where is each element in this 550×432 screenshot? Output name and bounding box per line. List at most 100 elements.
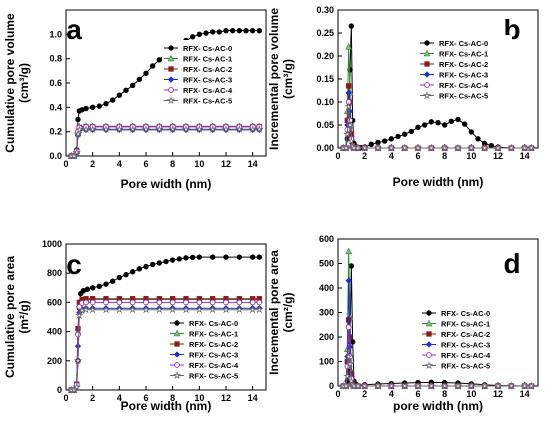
data-point bbox=[243, 27, 249, 34]
data-point bbox=[209, 254, 216, 260]
data-point bbox=[169, 257, 176, 263]
data-point bbox=[343, 129, 352, 138]
data-point bbox=[341, 381, 351, 390]
legend-marker bbox=[423, 49, 431, 57]
data-point bbox=[413, 381, 423, 390]
data-point bbox=[116, 274, 123, 281]
x-tick-label: 12 bbox=[221, 393, 231, 403]
legend-marker bbox=[426, 352, 432, 358]
data-point bbox=[256, 299, 263, 306]
legend-marker bbox=[425, 341, 433, 348]
y-tick-label: 1.0 bbox=[49, 29, 62, 39]
x-tick-label: 10 bbox=[466, 151, 476, 161]
data-point bbox=[347, 67, 353, 73]
legend-marker bbox=[167, 54, 175, 62]
y-axis-label-line-1: Incremental pore area bbox=[267, 250, 281, 375]
data-point bbox=[69, 151, 79, 160]
legend-label: RFX- Cs-AC-1 bbox=[183, 54, 232, 63]
y-tick-label: 600 bbox=[319, 234, 334, 244]
data-point bbox=[488, 143, 495, 149]
y-tick-label: 0.25 bbox=[316, 28, 334, 38]
legend-box bbox=[162, 40, 256, 109]
data-point bbox=[208, 305, 217, 314]
data-point bbox=[169, 299, 176, 306]
data-point bbox=[83, 299, 89, 306]
plot-frame bbox=[65, 243, 267, 391]
legend-marker bbox=[167, 76, 175, 83]
data-point bbox=[453, 381, 463, 390]
data-point bbox=[189, 34, 196, 40]
legend-label: RFX- Cs-AC-2 bbox=[183, 65, 232, 74]
data-point bbox=[387, 143, 396, 152]
data-point bbox=[181, 305, 191, 314]
legend-marker bbox=[172, 370, 182, 380]
legend-label: RFX- Cs-AC-3 bbox=[183, 75, 232, 84]
y-tick-label: 0.2 bbox=[49, 127, 62, 137]
data-point bbox=[72, 382, 81, 391]
data-point bbox=[203, 30, 209, 36]
data-point bbox=[81, 305, 91, 314]
data-point bbox=[346, 317, 352, 323]
data-point bbox=[400, 143, 409, 152]
data-point bbox=[189, 254, 196, 261]
y-axis-label: Cumulative pore volume (cm³/g) bbox=[3, 13, 31, 153]
data-point bbox=[413, 143, 423, 152]
data-point bbox=[441, 122, 448, 128]
data-point bbox=[348, 23, 355, 29]
series-5 bbox=[339, 102, 536, 152]
data-point bbox=[75, 116, 81, 123]
y-tick-label: 0.4 bbox=[49, 102, 62, 112]
x-tick-label: 14 bbox=[248, 159, 258, 169]
data-point bbox=[368, 141, 375, 148]
data-point bbox=[208, 124, 217, 133]
data-point bbox=[373, 381, 383, 390]
data-point bbox=[346, 83, 352, 89]
data-point bbox=[455, 116, 461, 123]
y-tick-label: 800 bbox=[47, 268, 62, 278]
x-tick-label: 0 bbox=[63, 159, 68, 169]
data-point bbox=[381, 138, 388, 144]
chart-panel-d: 0 2 4 6 8 10 12 14 0 100 200 300 400 500 600 pore width… bbox=[267, 234, 539, 413]
data-point bbox=[89, 285, 96, 291]
x-tick-label: 2 bbox=[362, 151, 367, 161]
data-point bbox=[347, 376, 356, 385]
data-point bbox=[480, 143, 489, 152]
data-point bbox=[440, 381, 449, 390]
data-point bbox=[256, 254, 263, 260]
data-point bbox=[255, 124, 264, 133]
series-0 bbox=[68, 254, 263, 393]
data-point bbox=[343, 371, 352, 380]
data-point bbox=[345, 277, 352, 284]
data-point bbox=[344, 102, 353, 111]
data-point bbox=[235, 305, 244, 314]
x-tick-label: 8 bbox=[170, 159, 175, 169]
data-point bbox=[116, 299, 123, 306]
y-tick-label: 0.8 bbox=[49, 54, 62, 64]
data-point bbox=[467, 381, 476, 390]
legend-label: RFX- Cs-AC-1 bbox=[189, 329, 238, 338]
y-tick-label: 0.05 bbox=[316, 120, 334, 130]
panel-letter: d bbox=[503, 248, 520, 279]
data-point bbox=[248, 124, 257, 133]
x-axis-label: Pore width (nm) bbox=[121, 177, 212, 191]
data-point bbox=[249, 299, 256, 306]
y-tick-label: 400 bbox=[319, 283, 334, 293]
y-axis-label-line-2: (cm²/g) bbox=[281, 293, 295, 333]
data-point bbox=[195, 305, 204, 314]
data-point bbox=[96, 283, 103, 290]
x-tick-label: 6 bbox=[415, 389, 420, 399]
legend-marker bbox=[422, 90, 432, 100]
x-tick-label: 6 bbox=[143, 159, 148, 169]
data-point bbox=[255, 305, 264, 314]
data-point bbox=[183, 299, 189, 306]
data-point bbox=[435, 119, 441, 126]
data-point bbox=[84, 286, 91, 292]
y-tick-label: 0.0 bbox=[49, 151, 62, 161]
data-point bbox=[360, 143, 369, 152]
x-axis-label: Pore width (nm) bbox=[393, 175, 484, 189]
legend-label: RFX- Cs-AC-4 bbox=[183, 86, 233, 95]
x-tick-label: 12 bbox=[493, 389, 503, 399]
